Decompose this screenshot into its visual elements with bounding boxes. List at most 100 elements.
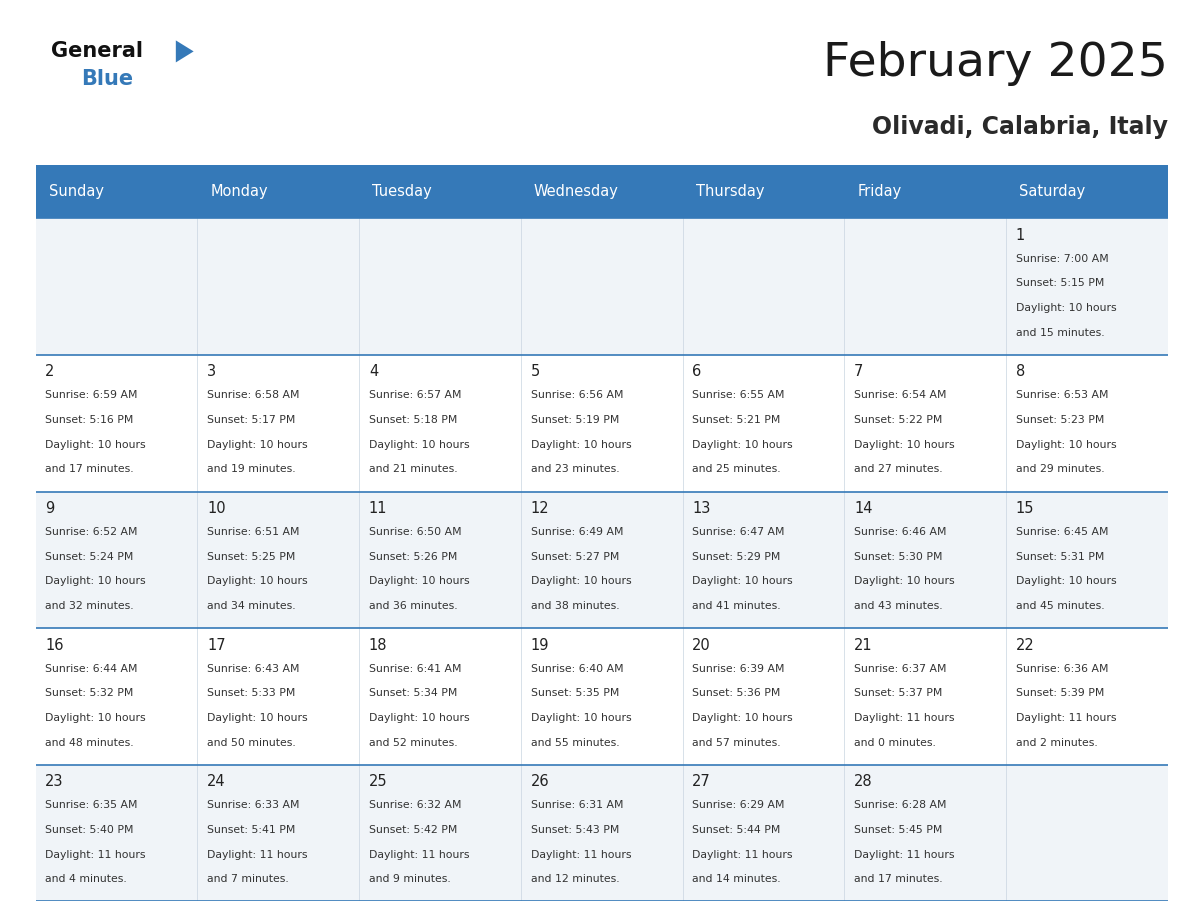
Bar	[520, 165, 683, 218]
Bar	[1006, 218, 1168, 355]
Text: Sunrise: 6:56 AM: Sunrise: 6:56 AM	[531, 390, 623, 400]
Text: Sunset: 5:35 PM: Sunset: 5:35 PM	[531, 688, 619, 699]
Text: Sunrise: 6:51 AM: Sunrise: 6:51 AM	[207, 527, 299, 537]
Text: and 21 minutes.: and 21 minutes.	[368, 465, 457, 475]
Text: 1: 1	[1016, 228, 1025, 243]
Text: Sunrise: 7:00 AM: Sunrise: 7:00 AM	[1016, 253, 1108, 263]
Text: General: General	[51, 41, 143, 62]
Text: Sunday: Sunday	[49, 185, 103, 199]
Bar	[359, 355, 520, 491]
Text: Sunset: 5:39 PM: Sunset: 5:39 PM	[1016, 688, 1104, 699]
Text: Daylight: 10 hours: Daylight: 10 hours	[207, 713, 308, 722]
Text: Sunset: 5:24 PM: Sunset: 5:24 PM	[45, 552, 134, 562]
Bar	[683, 165, 845, 218]
Text: 17: 17	[207, 638, 226, 653]
Text: and 4 minutes.: and 4 minutes.	[45, 874, 127, 884]
Bar	[36, 765, 197, 901]
Text: and 0 minutes.: and 0 minutes.	[854, 737, 936, 747]
Text: Daylight: 10 hours: Daylight: 10 hours	[693, 577, 792, 587]
Text: Daylight: 10 hours: Daylight: 10 hours	[207, 440, 308, 450]
Bar	[359, 165, 520, 218]
Text: Sunrise: 6:33 AM: Sunrise: 6:33 AM	[207, 800, 299, 811]
Text: Sunrise: 6:41 AM: Sunrise: 6:41 AM	[368, 664, 461, 674]
Text: Sunset: 5:17 PM: Sunset: 5:17 PM	[207, 415, 296, 425]
Text: Sunrise: 6:43 AM: Sunrise: 6:43 AM	[207, 664, 299, 674]
Text: Sunset: 5:16 PM: Sunset: 5:16 PM	[45, 415, 134, 425]
Bar	[520, 218, 683, 355]
Bar	[1006, 628, 1168, 765]
Bar	[1006, 765, 1168, 901]
Text: 27: 27	[693, 775, 712, 789]
Text: Sunset: 5:27 PM: Sunset: 5:27 PM	[531, 552, 619, 562]
Text: Sunrise: 6:58 AM: Sunrise: 6:58 AM	[207, 390, 299, 400]
Text: Sunset: 5:23 PM: Sunset: 5:23 PM	[1016, 415, 1104, 425]
Text: Sunset: 5:41 PM: Sunset: 5:41 PM	[207, 825, 296, 835]
Text: Sunrise: 6:29 AM: Sunrise: 6:29 AM	[693, 800, 785, 811]
Text: Sunrise: 6:37 AM: Sunrise: 6:37 AM	[854, 664, 947, 674]
Bar	[845, 628, 1006, 765]
Text: Sunset: 5:33 PM: Sunset: 5:33 PM	[207, 688, 296, 699]
Text: Sunset: 5:31 PM: Sunset: 5:31 PM	[1016, 552, 1104, 562]
Text: Sunrise: 6:45 AM: Sunrise: 6:45 AM	[1016, 527, 1108, 537]
Text: 19: 19	[531, 638, 549, 653]
Bar	[1006, 355, 1168, 491]
Text: and 45 minutes.: and 45 minutes.	[1016, 601, 1105, 610]
Text: Daylight: 10 hours: Daylight: 10 hours	[854, 577, 955, 587]
Bar	[520, 355, 683, 491]
Text: 26: 26	[531, 775, 549, 789]
Text: Daylight: 10 hours: Daylight: 10 hours	[531, 577, 631, 587]
Text: 5: 5	[531, 364, 539, 379]
Text: and 27 minutes.: and 27 minutes.	[854, 465, 942, 475]
Bar	[845, 165, 1006, 218]
Text: 8: 8	[1016, 364, 1025, 379]
Text: Sunset: 5:19 PM: Sunset: 5:19 PM	[531, 415, 619, 425]
Text: Sunset: 5:32 PM: Sunset: 5:32 PM	[45, 688, 134, 699]
Text: and 34 minutes.: and 34 minutes.	[207, 601, 296, 610]
Text: and 48 minutes.: and 48 minutes.	[45, 737, 134, 747]
Text: Sunrise: 6:40 AM: Sunrise: 6:40 AM	[531, 664, 624, 674]
Text: Sunrise: 6:59 AM: Sunrise: 6:59 AM	[45, 390, 138, 400]
Text: Sunset: 5:15 PM: Sunset: 5:15 PM	[1016, 278, 1104, 288]
Bar	[845, 218, 1006, 355]
Text: Daylight: 10 hours: Daylight: 10 hours	[368, 440, 469, 450]
Text: 4: 4	[368, 364, 378, 379]
Bar	[845, 491, 1006, 628]
Text: Sunset: 5:29 PM: Sunset: 5:29 PM	[693, 552, 781, 562]
Text: and 9 minutes.: and 9 minutes.	[368, 874, 450, 884]
Bar	[36, 491, 197, 628]
Text: 7: 7	[854, 364, 864, 379]
Text: February 2025: February 2025	[823, 41, 1168, 86]
Text: Daylight: 10 hours: Daylight: 10 hours	[531, 713, 631, 722]
Text: 3: 3	[207, 364, 216, 379]
Text: Sunset: 5:37 PM: Sunset: 5:37 PM	[854, 688, 942, 699]
Bar	[845, 355, 1006, 491]
Text: 6: 6	[693, 364, 702, 379]
Text: and 43 minutes.: and 43 minutes.	[854, 601, 942, 610]
Text: Wednesday: Wednesday	[533, 185, 619, 199]
Text: Daylight: 11 hours: Daylight: 11 hours	[45, 849, 146, 859]
Bar	[359, 491, 520, 628]
Bar	[36, 165, 197, 218]
Text: Sunrise: 6:39 AM: Sunrise: 6:39 AM	[693, 664, 785, 674]
Text: Sunrise: 6:31 AM: Sunrise: 6:31 AM	[531, 800, 623, 811]
Text: Daylight: 11 hours: Daylight: 11 hours	[854, 849, 954, 859]
Text: Sunset: 5:21 PM: Sunset: 5:21 PM	[693, 415, 781, 425]
Text: and 50 minutes.: and 50 minutes.	[207, 737, 296, 747]
Text: Sunset: 5:40 PM: Sunset: 5:40 PM	[45, 825, 134, 835]
Text: and 25 minutes.: and 25 minutes.	[693, 465, 781, 475]
Text: and 36 minutes.: and 36 minutes.	[368, 601, 457, 610]
Bar	[359, 628, 520, 765]
Text: Daylight: 10 hours: Daylight: 10 hours	[693, 713, 792, 722]
Bar	[197, 218, 359, 355]
Bar	[1006, 491, 1168, 628]
Text: Sunset: 5:34 PM: Sunset: 5:34 PM	[368, 688, 457, 699]
Text: Sunset: 5:45 PM: Sunset: 5:45 PM	[854, 825, 942, 835]
Text: and 23 minutes.: and 23 minutes.	[531, 465, 619, 475]
Text: Daylight: 11 hours: Daylight: 11 hours	[693, 849, 792, 859]
Bar	[197, 491, 359, 628]
Bar	[683, 628, 845, 765]
Text: Sunset: 5:44 PM: Sunset: 5:44 PM	[693, 825, 781, 835]
Text: Daylight: 10 hours: Daylight: 10 hours	[368, 577, 469, 587]
Text: Tuesday: Tuesday	[372, 185, 431, 199]
Text: and 38 minutes.: and 38 minutes.	[531, 601, 619, 610]
